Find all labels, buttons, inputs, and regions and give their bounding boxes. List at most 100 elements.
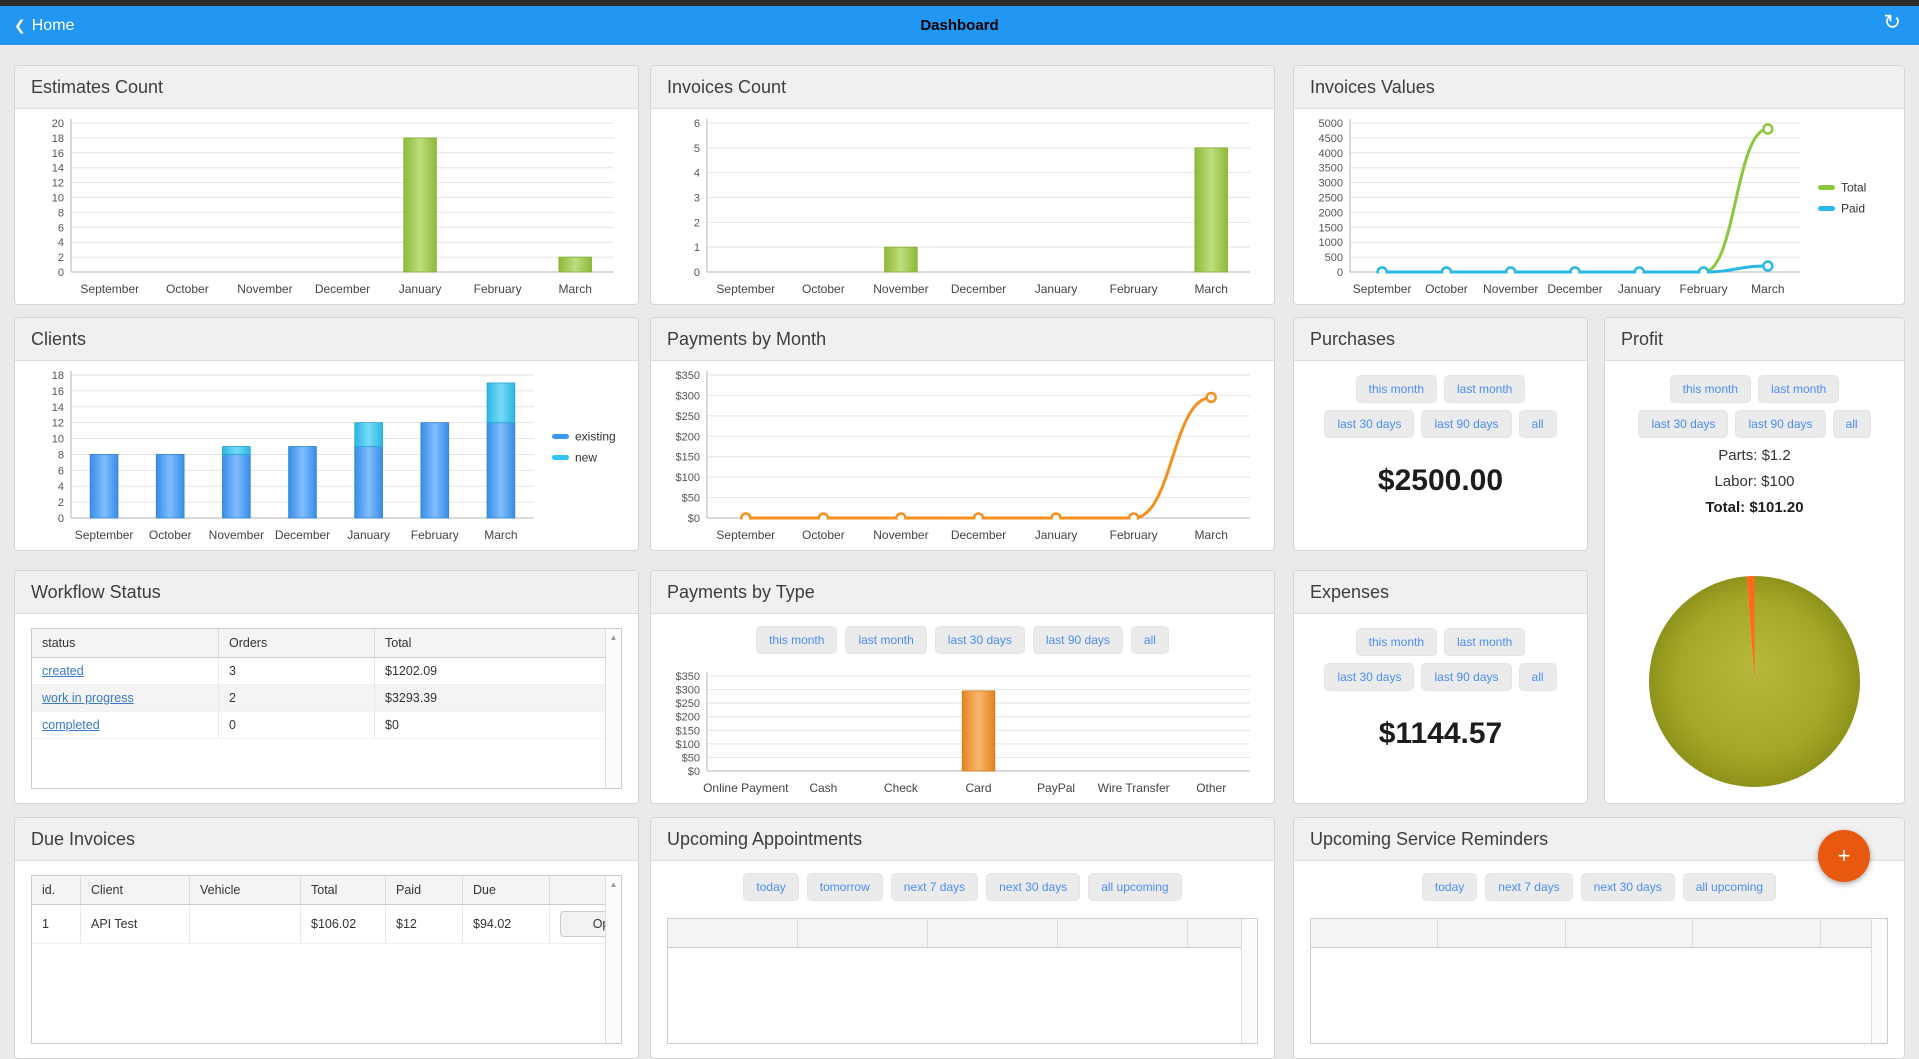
svg-text:Wire Transfer: Wire Transfer: [1098, 781, 1170, 795]
appointments-table: [667, 918, 1258, 1044]
scrollbar-track[interactable]: [1871, 919, 1887, 1043]
svg-text:500: 500: [1325, 252, 1343, 264]
col-status: status: [32, 629, 219, 658]
filter-next-7-days[interactable]: next 7 days: [890, 873, 979, 901]
back-button[interactable]: ❮ Home: [0, 17, 74, 35]
filter-this-month[interactable]: this month: [1355, 628, 1437, 656]
filter-next-30-days[interactable]: next 30 days: [1580, 873, 1675, 901]
svg-text:$50: $50: [682, 752, 700, 764]
svg-text:16: 16: [52, 386, 64, 398]
expenses-value: $1144.57: [1378, 717, 1503, 750]
svg-text:March: March: [1195, 282, 1228, 296]
filter-all[interactable]: all: [1832, 410, 1871, 438]
filter-next-7-days[interactable]: next 7 days: [1485, 873, 1573, 901]
svg-text:Cash: Cash: [809, 781, 837, 795]
svg-text:0: 0: [1337, 267, 1343, 279]
filter-last-90-days[interactable]: last 90 days: [1421, 663, 1512, 691]
panel-title: Upcoming Service Reminders: [1294, 818, 1904, 861]
filter-this-month[interactable]: this month: [756, 626, 838, 654]
svg-text:$50: $50: [682, 493, 700, 505]
reminders-table: [1310, 918, 1888, 1044]
window-top-strip: [0, 0, 1919, 6]
filter-next-30-days[interactable]: next 30 days: [986, 873, 1081, 901]
filter-last-month[interactable]: last month: [845, 626, 927, 654]
panel-title: Clients: [15, 318, 638, 361]
panel-title: Due Invoices: [15, 818, 638, 861]
scrollbar-track[interactable]: ▲: [605, 876, 621, 1043]
vehicle-cell: [189, 904, 301, 944]
panel-payments-by-type: Payments by Type this month last month l…: [650, 570, 1275, 804]
scroll-up-icon[interactable]: ▲: [609, 880, 618, 889]
svg-text:September: September: [716, 282, 775, 296]
filter-this-month[interactable]: this month: [1669, 375, 1751, 403]
svg-text:Paid: Paid: [1841, 202, 1865, 216]
payments-type-filter-group: this month last month last 30 days last …: [651, 626, 1274, 654]
plus-icon: +: [1837, 843, 1851, 868]
svg-text:$100: $100: [676, 472, 700, 484]
status-link-completed[interactable]: completed: [42, 718, 100, 732]
table-header-row: [668, 919, 1243, 948]
svg-text:new: new: [575, 451, 597, 465]
svg-text:10: 10: [52, 434, 64, 446]
status-link-created[interactable]: created: [42, 664, 84, 678]
svg-text:0: 0: [58, 267, 64, 279]
panel-invoices-values: Invoices Values 0 500 1000 1500 2000 2500 3000…: [1293, 65, 1905, 305]
col-orders: Orders: [218, 629, 375, 658]
filter-last-month[interactable]: last month: [1444, 375, 1526, 403]
open-invoice-button[interactable]: Open: [560, 911, 605, 937]
filter-all[interactable]: all: [1518, 663, 1557, 691]
panel-title: Invoices Values: [1294, 66, 1904, 109]
svg-text:3000: 3000: [1319, 178, 1343, 190]
svg-text:4500: 4500: [1319, 133, 1343, 145]
status-link-work-in-progress[interactable]: work in progress: [42, 691, 134, 705]
svg-text:October: October: [166, 282, 209, 296]
due-cell: $94.02: [462, 904, 550, 944]
refresh-icon[interactable]: ↻: [1883, 11, 1901, 34]
total-cell: $1202.09: [374, 657, 606, 685]
svg-text:14: 14: [52, 163, 64, 175]
svg-text:2: 2: [58, 252, 64, 264]
col-total: Total: [300, 876, 386, 905]
filter-last-30-days[interactable]: last 30 days: [1324, 410, 1415, 438]
col-due: Due: [462, 876, 550, 905]
filter-all-upcoming[interactable]: all upcoming: [1088, 873, 1182, 901]
filter-last-30-days[interactable]: last 30 days: [1324, 663, 1415, 691]
svg-text:September: September: [75, 528, 134, 542]
filter-last-month[interactable]: last month: [1758, 375, 1840, 403]
filter-last-90-days[interactable]: last 90 days: [1032, 626, 1123, 654]
profit-labor: Labor: $100: [1714, 473, 1795, 490]
svg-text:February: February: [411, 528, 459, 542]
filter-last-90-days[interactable]: last 90 days: [1421, 410, 1512, 438]
svg-text:December: December: [275, 528, 330, 542]
purchases-filter-group: this month last month last 30 days last …: [1320, 375, 1561, 438]
panel-profit: Profit this month last month last 30 day…: [1604, 317, 1905, 804]
svg-text:$300: $300: [676, 685, 700, 697]
filter-last-month[interactable]: last month: [1444, 628, 1526, 656]
svg-text:4: 4: [694, 168, 700, 180]
filter-all[interactable]: all: [1518, 410, 1557, 438]
filter-last-90-days[interactable]: last 90 days: [1735, 410, 1826, 438]
total-cell: $106.02: [300, 904, 386, 944]
scroll-up-icon[interactable]: ▲: [609, 633, 618, 642]
svg-text:4000: 4000: [1319, 148, 1343, 160]
svg-text:1500: 1500: [1319, 222, 1343, 234]
panel-title: Purchases: [1294, 318, 1587, 361]
filter-last-30-days[interactable]: last 30 days: [1638, 410, 1729, 438]
add-button[interactable]: +: [1818, 830, 1870, 882]
panel-title: Payments by Month: [651, 318, 1274, 361]
filter-tomorrow[interactable]: tomorrow: [806, 873, 883, 901]
col-client: Client: [80, 876, 190, 905]
filter-last-30-days[interactable]: last 30 days: [934, 626, 1025, 654]
svg-text:0: 0: [58, 513, 64, 525]
svg-text:18: 18: [52, 370, 64, 382]
filter-all-upcoming[interactable]: all upcoming: [1682, 873, 1777, 901]
filter-all[interactable]: all: [1130, 626, 1169, 654]
invoices-count-chart: 0 1 2 3 4 5 6 September October November December J…: [659, 111, 1266, 302]
filter-today[interactable]: today: [1421, 873, 1478, 901]
filter-today[interactable]: today: [743, 873, 799, 901]
client-cell: API Test: [80, 904, 190, 944]
svg-text:2: 2: [58, 497, 64, 509]
scrollbar-track[interactable]: ▲: [605, 629, 621, 788]
scrollbar-track[interactable]: [1241, 919, 1257, 1043]
filter-this-month[interactable]: this month: [1355, 375, 1437, 403]
